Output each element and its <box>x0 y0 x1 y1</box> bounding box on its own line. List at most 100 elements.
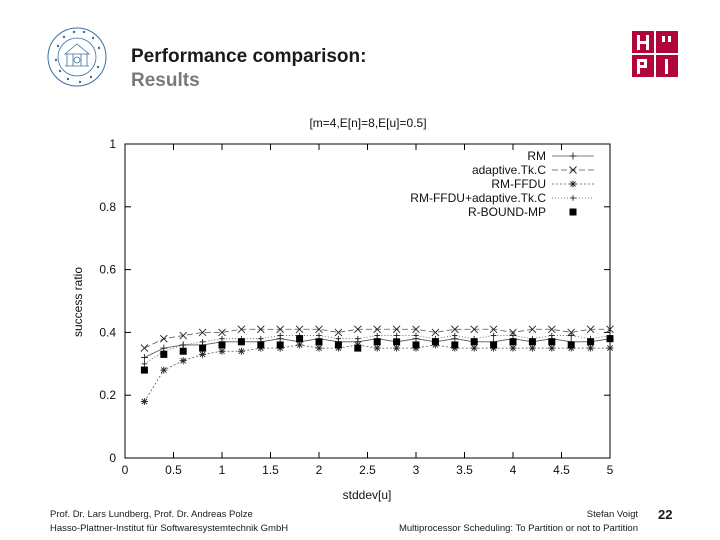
data-point <box>296 341 304 349</box>
data-point <box>160 350 168 358</box>
slide-title: Performance comparison: Results <box>131 45 366 93</box>
data-point <box>587 344 595 352</box>
footer-left: Prof. Dr. Lars Lundberg, Prof. Dr. Andre… <box>50 508 288 536</box>
data-point <box>470 344 478 352</box>
data-point <box>334 341 342 349</box>
y-tick-label: 0.6 <box>99 263 116 277</box>
data-point <box>490 332 497 339</box>
data-point <box>392 325 401 334</box>
x-tick-label: 3 <box>413 463 420 477</box>
data-point <box>140 366 148 374</box>
data-point <box>160 366 168 374</box>
data-point <box>315 325 323 334</box>
data-point <box>470 338 478 346</box>
legend-entry: R-BOUND-MP <box>468 205 577 219</box>
data-point <box>276 325 285 334</box>
data-point <box>354 344 362 352</box>
y-tick-label: 1 <box>109 137 116 151</box>
data-point <box>606 325 614 334</box>
data-point <box>470 325 479 334</box>
y-tick-label: 0.4 <box>99 325 116 339</box>
footer-right: Stefan Voigt Multiprocessor Scheduling: … <box>399 508 638 536</box>
data-point <box>373 338 381 346</box>
data-point <box>587 338 595 346</box>
data-point <box>257 341 265 349</box>
y-tick-label: 0.2 <box>99 388 116 402</box>
data-point <box>570 195 576 201</box>
data-point <box>140 397 148 405</box>
university-seal-logo <box>47 27 107 87</box>
x-tick-label: 4 <box>510 463 517 477</box>
title-text: Performance comparison: <box>131 46 367 67</box>
data-point <box>179 357 187 365</box>
x-tick-label: 0 <box>122 463 129 477</box>
data-point <box>218 328 226 337</box>
data-point <box>528 338 536 346</box>
x-tick-label: 2 <box>316 463 323 477</box>
success-ratio-chart: [m=4,E[n]=8,E[u]=0.5] 0 0.2 0.4 0.6 0.8 1 0 0.… <box>71 116 614 502</box>
data-point <box>140 354 148 362</box>
footer-presenter: Stefan Voigt <box>586 509 638 520</box>
legend: RMadaptive.Tk.CRM-FFDURM-FFDU+adaptive.T… <box>410 149 594 219</box>
data-point <box>315 344 323 352</box>
legend-entry: RM-FFDU <box>491 177 594 191</box>
data-point <box>431 328 440 337</box>
x-tick-label: 5 <box>607 463 614 477</box>
data-point <box>549 332 555 339</box>
data-point <box>180 342 186 348</box>
series-line <box>144 344 610 402</box>
data-point <box>140 344 149 352</box>
data-point <box>548 338 556 346</box>
legend-label: RM-FFDU+adaptive.Tk.C <box>410 191 546 205</box>
data-point <box>335 335 342 342</box>
data-point <box>277 332 283 339</box>
data-point <box>509 328 517 337</box>
data-point <box>528 325 537 334</box>
data-point <box>567 341 575 349</box>
data-point <box>568 332 574 339</box>
data-point <box>219 335 225 342</box>
data-point <box>450 325 459 334</box>
data-point <box>569 152 577 160</box>
data-point <box>179 347 187 355</box>
legend-entry: RM <box>527 149 594 163</box>
subtitle-text: Results <box>131 70 200 91</box>
legend-entry: adaptive.Tk.C <box>472 163 594 177</box>
data-point <box>569 166 577 174</box>
data-point <box>199 344 207 352</box>
y-tick-label: 0 <box>109 451 116 465</box>
x-tick-label: 0.5 <box>165 463 182 477</box>
data-point <box>218 341 226 349</box>
data-point <box>374 332 380 339</box>
legend-label: RM-FFDU <box>491 177 546 191</box>
data-point <box>296 335 304 343</box>
data-point <box>412 325 420 334</box>
data-point <box>316 332 322 339</box>
y-tick-label: 0.8 <box>99 200 116 214</box>
data-point <box>199 339 206 345</box>
data-point <box>393 344 401 352</box>
series-lines <box>140 325 614 405</box>
data-point <box>198 328 207 337</box>
data-point <box>237 347 245 355</box>
x-tick-label: 1.5 <box>262 463 279 477</box>
x-axis: 0 0.5 1 1.5 2 2.5 3 3.5 4 4.5 5 <box>122 144 614 477</box>
footer-authors: Prof. Dr. Lars Lundberg, Prof. Dr. Andre… <box>50 509 253 520</box>
legend-entry: RM-FFDU+adaptive.Tk.C <box>410 191 594 205</box>
data-point <box>413 332 419 339</box>
x-tick-label: 4.5 <box>553 463 570 477</box>
data-point <box>393 332 400 339</box>
hpi-logo <box>632 31 678 77</box>
y-axis: 0 0.2 0.4 0.6 0.8 1 <box>99 137 610 465</box>
legend-label: adaptive.Tk.C <box>472 163 546 177</box>
data-point <box>353 325 362 334</box>
series-r-bound-mp <box>140 335 614 374</box>
data-point <box>258 335 264 342</box>
data-point <box>606 335 614 343</box>
y-axis-label: success ratio <box>71 267 85 337</box>
footer-institute: Hasso-Plattner-Institut für Softwaresyst… <box>50 523 289 534</box>
data-point <box>547 325 556 334</box>
x-tick-label: 2.5 <box>359 463 376 477</box>
data-point <box>606 344 614 352</box>
data-point <box>276 341 284 349</box>
